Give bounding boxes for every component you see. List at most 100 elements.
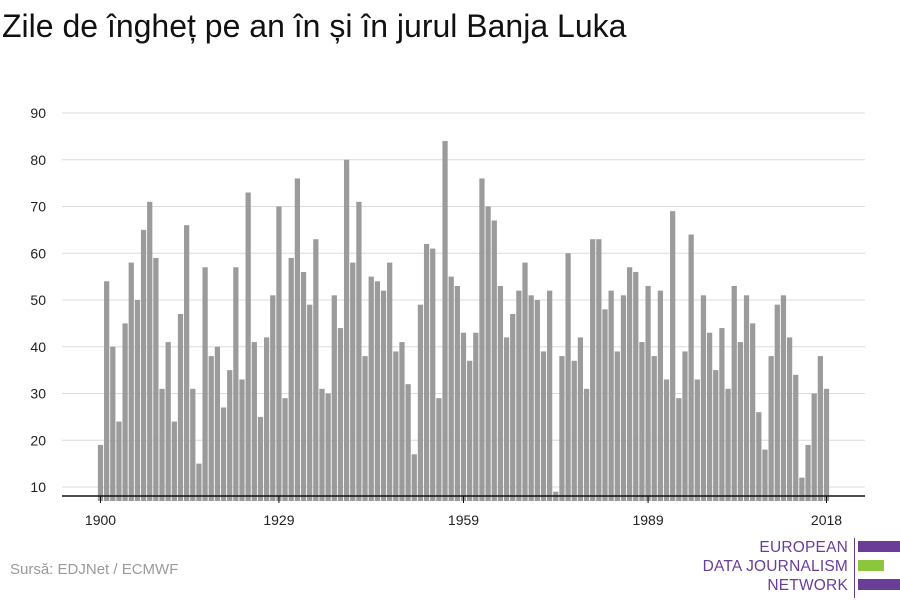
bar-1982 — [602, 309, 608, 502]
logo-bar-bottom — [858, 579, 900, 590]
bar-1987 — [633, 271, 639, 502]
logo-bar-top — [858, 541, 900, 552]
y-tick-label-80: 80 — [30, 152, 46, 168]
bar-1945 — [374, 281, 380, 502]
bar-1933 — [300, 271, 307, 502]
bar-1914 — [184, 225, 190, 502]
bar-1980 — [590, 239, 596, 502]
bar-1972 — [540, 351, 547, 502]
bar-1964 — [491, 220, 497, 502]
bar-1941 — [350, 262, 356, 502]
bar-1979 — [583, 388, 590, 502]
bar-chart: 10 20 30 40 50 60 70 80 90 1900 1929 1959 1989 2018 — [30, 105, 865, 528]
bar-2005 — [743, 295, 750, 502]
bar-2016 — [811, 393, 817, 502]
bar-2009 — [768, 356, 774, 502]
bar-1984 — [614, 351, 620, 502]
bar-1968 — [516, 290, 522, 502]
bar-1978 — [577, 337, 584, 502]
bar-1993 — [670, 211, 676, 502]
bar-1931 — [288, 257, 294, 502]
bar-1957 — [448, 276, 454, 502]
chart-title: Zile de îngheț pe an în și în jurul Banj… — [2, 8, 627, 44]
bar-2004 — [737, 342, 743, 502]
bar-1998 — [700, 295, 707, 502]
bar-2014 — [799, 477, 805, 502]
edjnet-logo[interactable]: EUROPEAN DATA JOURNALISM NETWORK — [702, 538, 900, 598]
bar-1994 — [676, 398, 682, 502]
bar-1902 — [110, 346, 116, 502]
bar-1909 — [153, 257, 159, 502]
bar-1918 — [208, 356, 214, 502]
bar-1900 — [97, 444, 104, 502]
bar-2011 — [780, 295, 787, 502]
gridlines: 10 20 30 40 50 60 70 80 90 — [30, 105, 865, 495]
bar-2002 — [725, 388, 731, 502]
x-tick-label-2018: 2018 — [811, 512, 842, 528]
bar-1943 — [362, 356, 368, 502]
bar-1930 — [282, 398, 288, 502]
bar-1912 — [171, 421, 177, 502]
bar-1977 — [571, 360, 577, 502]
bar-1942 — [356, 201, 362, 502]
logo-line-3: NETWORK — [767, 577, 848, 594]
bar-2018 — [823, 388, 830, 502]
bar-1967 — [510, 314, 516, 502]
bar-1911 — [165, 342, 171, 502]
bar-1939 — [337, 328, 344, 502]
bar-1986 — [626, 267, 633, 502]
x-tick-label-1929: 1929 — [263, 512, 294, 528]
bar-1946 — [380, 290, 387, 502]
bar-1958 — [454, 285, 460, 502]
bar-1959 — [460, 332, 467, 502]
bar-1932 — [294, 178, 301, 502]
bar-1990 — [651, 356, 657, 502]
y-tick-label-90: 90 — [30, 105, 46, 121]
logo-divider — [854, 538, 855, 598]
bar-1949 — [399, 342, 405, 502]
bar-1955 — [436, 398, 442, 502]
bar-1940 — [343, 159, 350, 502]
bar-1951 — [411, 454, 417, 502]
bar-1904 — [122, 323, 128, 502]
bar-1944 — [368, 276, 374, 502]
bar-1935 — [313, 239, 319, 502]
logo-line-2: DATA JOURNALISM — [702, 558, 848, 575]
bar-2013 — [793, 374, 799, 502]
bar-1922 — [233, 267, 239, 502]
bar-1970 — [528, 295, 534, 502]
bar-1916 — [196, 463, 202, 502]
bar-1971 — [534, 300, 540, 502]
bar-1915 — [190, 388, 196, 502]
bar-1983 — [608, 290, 614, 502]
bar-1924 — [245, 192, 251, 502]
bar-1962 — [479, 178, 485, 502]
y-tick-label-50: 50 — [30, 292, 46, 308]
bar-1905 — [128, 262, 134, 502]
bar-1989 — [645, 285, 651, 502]
bar-2000 — [713, 370, 719, 502]
bar-1996 — [688, 234, 694, 502]
bar-2012 — [786, 337, 793, 502]
bar-1937 — [325, 393, 331, 502]
bar-2010 — [774, 304, 780, 502]
bar-1934 — [307, 304, 313, 502]
bar-1953 — [423, 243, 430, 502]
bar-1929 — [276, 206, 282, 502]
bar-1969 — [522, 262, 528, 502]
bar-1927 — [263, 337, 270, 502]
bar-2007 — [756, 412, 762, 502]
bar-2015 — [805, 444, 811, 502]
bar-1938 — [331, 295, 337, 502]
bar-2003 — [731, 285, 737, 502]
bar-1936 — [319, 388, 325, 502]
bar-1981 — [596, 239, 602, 502]
bar-1952 — [417, 304, 424, 502]
bar-1995 — [682, 351, 688, 502]
logo-bar-middle — [858, 560, 884, 571]
bar-1991 — [657, 290, 664, 502]
bar-1910 — [159, 388, 165, 502]
bar-1919 — [214, 346, 221, 502]
bar-1917 — [202, 267, 208, 502]
bar-1903 — [116, 421, 122, 502]
